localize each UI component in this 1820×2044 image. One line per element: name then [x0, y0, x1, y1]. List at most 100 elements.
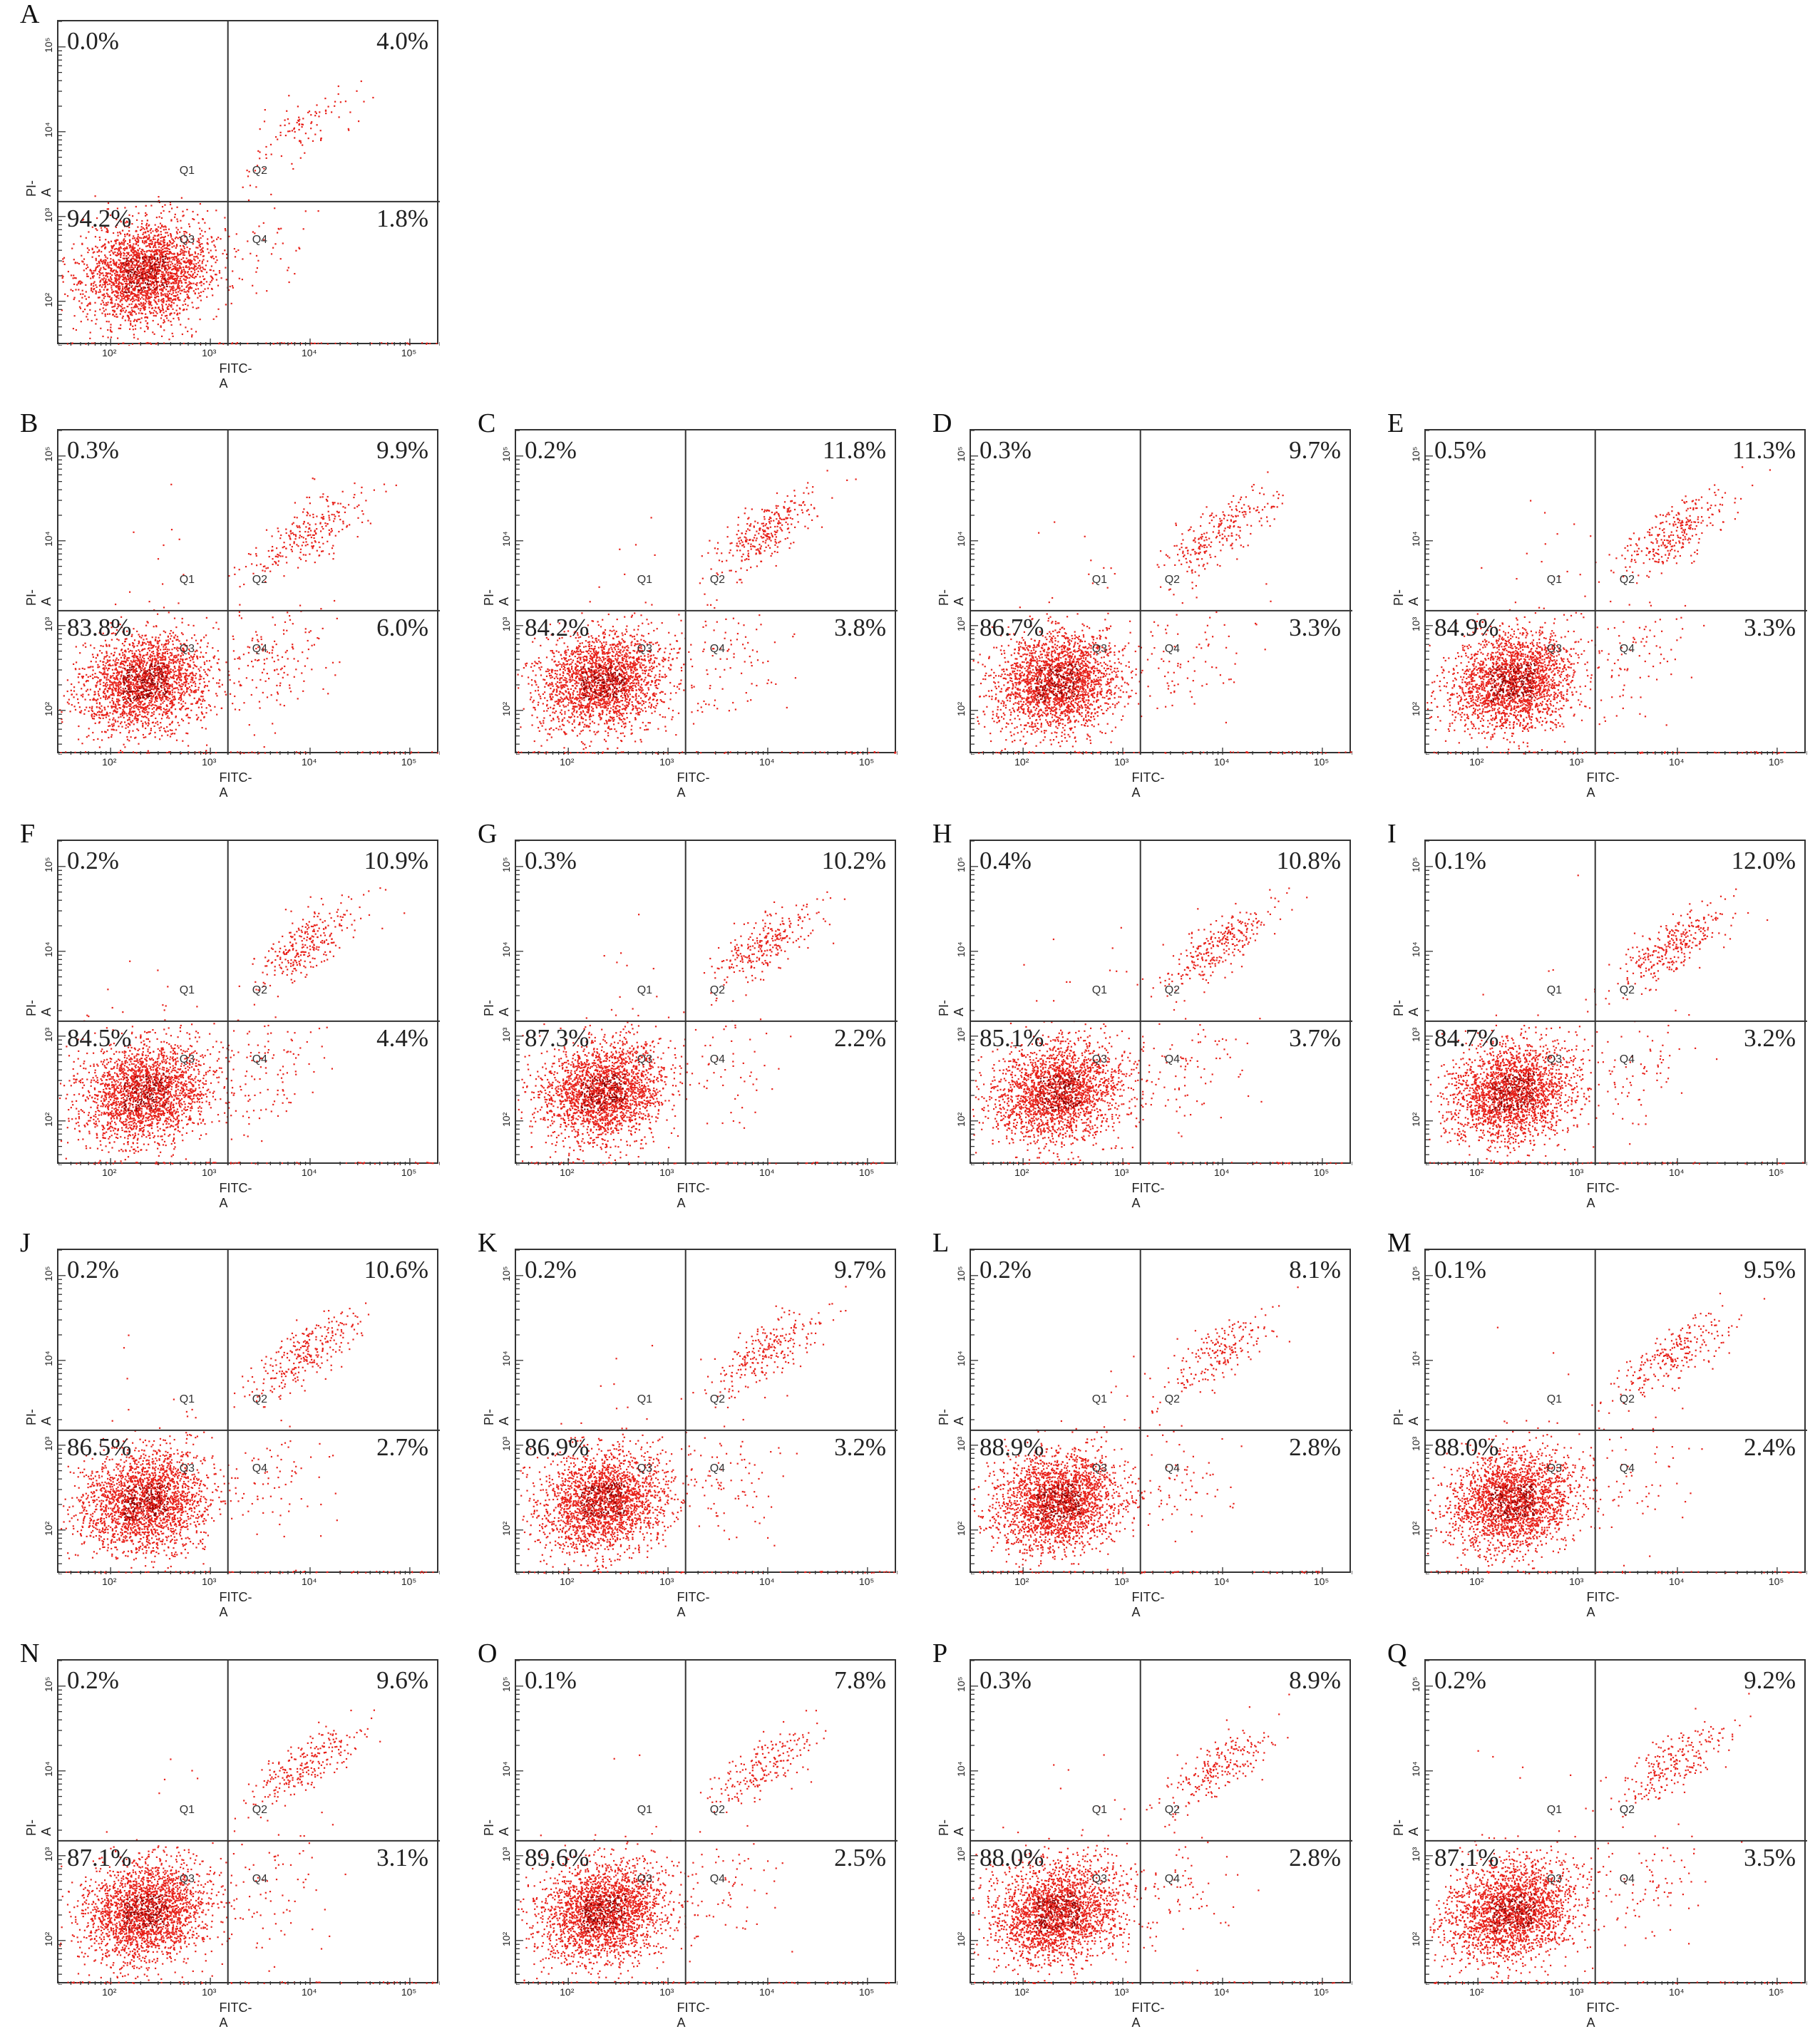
q2-dot — [276, 547, 278, 549]
q3-dot — [125, 713, 128, 715]
q3-dot — [115, 678, 117, 680]
q3-dot — [165, 300, 168, 302]
q3-dot — [154, 639, 156, 641]
q3-dot — [187, 288, 190, 290]
q3-dot — [105, 259, 107, 262]
q3-dot — [109, 712, 111, 714]
q3-dot — [190, 676, 192, 678]
q3-dot — [108, 725, 110, 727]
q3-dot — [183, 231, 185, 233]
q3-dot — [136, 681, 138, 683]
q3-dot — [130, 686, 132, 688]
q3-dot — [128, 279, 130, 281]
q3-dot — [175, 681, 178, 684]
q3-dot — [107, 690, 109, 692]
q3-dot — [128, 731, 130, 733]
q3-dot — [120, 242, 122, 245]
q3-dot — [160, 294, 163, 296]
q3-dot — [194, 292, 196, 294]
q3-dot — [118, 263, 120, 266]
q3-dot — [98, 277, 101, 279]
q3-dot — [189, 225, 191, 227]
q3-dot — [128, 678, 130, 681]
q3-dot — [218, 272, 221, 274]
q3-dot — [158, 668, 160, 670]
q3-dot — [158, 242, 160, 244]
q3-dot — [138, 265, 140, 267]
q3-dot — [122, 279, 124, 281]
q3-dot — [103, 673, 105, 676]
q3-dot — [167, 699, 169, 701]
q3-dot — [120, 692, 123, 694]
q3-dot — [180, 267, 182, 269]
q3-dot — [156, 259, 158, 262]
q3-dot — [154, 288, 156, 290]
q3-dot — [137, 238, 139, 240]
q3-dot — [153, 262, 156, 264]
q3-dot — [115, 254, 117, 256]
q2-dot — [316, 515, 318, 517]
q3-dot — [155, 686, 158, 688]
q3-dot — [160, 682, 163, 684]
q3-dot — [98, 722, 101, 724]
q2-dot — [325, 498, 327, 500]
q3-dot — [177, 650, 179, 652]
q3-dot — [175, 687, 177, 689]
q3-dot — [135, 305, 138, 307]
q3-dot — [145, 242, 148, 244]
q3-dot — [173, 275, 175, 277]
q3-dot — [199, 243, 201, 246]
q3-dot — [143, 228, 145, 230]
q3-dot — [121, 690, 123, 692]
q3-dot — [167, 730, 169, 732]
q3-dot — [115, 698, 118, 701]
q3-dot — [164, 672, 167, 674]
q3-dot — [111, 688, 113, 691]
q3-dot — [201, 690, 203, 692]
q3-dot — [151, 291, 153, 294]
q3-dot — [170, 277, 172, 279]
q2-dot — [338, 116, 340, 118]
q3-dot — [170, 652, 173, 654]
q3-dot — [147, 641, 149, 643]
q3-dot — [108, 687, 110, 689]
q3-dot — [142, 724, 144, 726]
q3-dot — [152, 283, 154, 285]
q3-dot — [135, 700, 138, 702]
q3-dot — [170, 668, 172, 670]
q3-dot — [106, 257, 108, 259]
q3-dot — [150, 728, 152, 730]
q3-dot — [132, 730, 134, 732]
q3-dot — [133, 687, 135, 689]
q3-dot — [138, 659, 140, 661]
q3-dot — [175, 670, 177, 672]
q3-dot — [163, 237, 165, 239]
q3-dot — [110, 267, 113, 269]
q3-dot — [158, 269, 160, 272]
q3-dot — [151, 661, 153, 663]
q3-dot — [98, 255, 100, 257]
q3-dot — [146, 706, 148, 708]
q3-dot — [145, 698, 147, 700]
q3-dot — [161, 670, 163, 672]
q3-dot — [210, 287, 213, 290]
q3-dot — [138, 257, 140, 259]
q3-dot — [169, 651, 171, 654]
q3-dot — [133, 237, 135, 239]
q2-dot — [297, 526, 299, 528]
q3-dot — [145, 232, 147, 234]
q3-dot — [130, 267, 132, 269]
q3-dot — [118, 683, 120, 686]
q3-dot — [104, 287, 106, 289]
q3-dot — [115, 690, 117, 692]
q3-dot — [170, 676, 172, 678]
q3-dot — [205, 673, 207, 675]
q3-dot — [138, 693, 140, 695]
q3-dot — [134, 324, 136, 326]
q3-dot — [91, 247, 93, 249]
q3-dot — [204, 700, 206, 702]
q3-dot — [134, 288, 136, 290]
q3-dot — [139, 269, 141, 271]
q3-dot — [128, 284, 131, 287]
q3-dot — [142, 697, 144, 699]
